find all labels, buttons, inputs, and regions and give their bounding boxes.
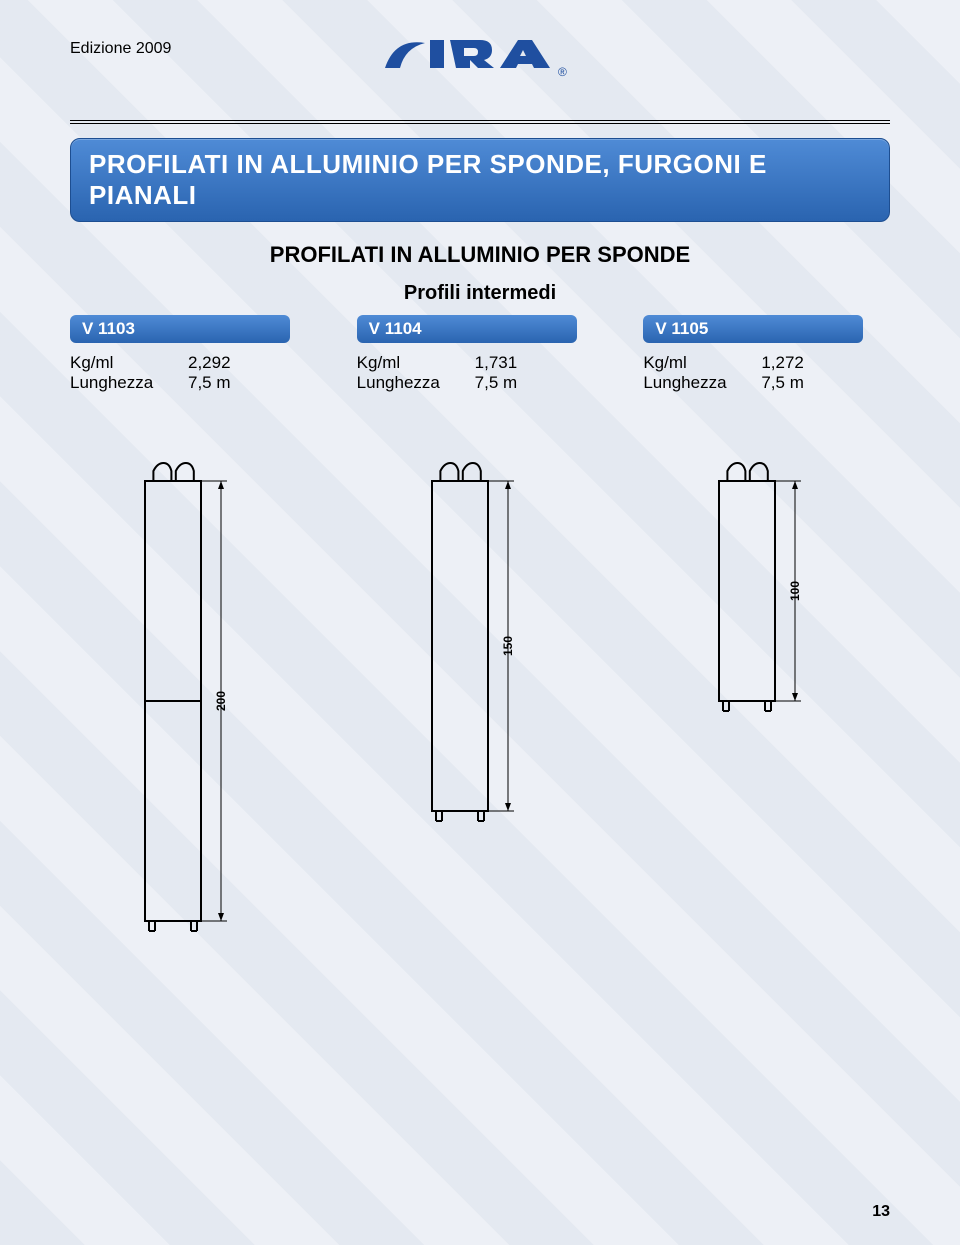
page-title-bar: PROFILATI IN ALLUMINIO PER SPONDE, FURGO… [70, 138, 890, 222]
profile-figures-row: 200 150 100 [70, 453, 890, 949]
kv-row: Lunghezza 7,5 m [70, 373, 317, 393]
kv-val: 2,292 [188, 353, 317, 373]
spec-col-2: V 1105 Kg/ml 1,272 Lunghezza 7,5 m [643, 315, 890, 393]
kv-key: Lunghezza [643, 373, 743, 393]
brand-logo: ® [380, 28, 580, 88]
kv-val: 7,5 m [475, 373, 604, 393]
kv-val: 1,272 [761, 353, 890, 373]
kv-val: 7,5 m [188, 373, 317, 393]
page-number: 13 [872, 1203, 890, 1221]
sira-logo-icon: ® [380, 28, 580, 88]
spec-col-0: V 1103 Kg/ml 2,292 Lunghezza 7,5 m [70, 315, 317, 393]
product-code-chip: V 1103 [70, 315, 290, 343]
svg-text:100: 100 [788, 581, 802, 601]
profile-figure-2: 100 [643, 453, 890, 729]
double-rule [70, 120, 890, 124]
kv-row: Kg/ml 1,731 [357, 353, 604, 373]
edition-label: Edizione 2009 [70, 40, 171, 64]
kv-key: Lunghezza [70, 373, 170, 393]
kv-key: Kg/ml [643, 353, 743, 373]
registered-mark: ® [558, 65, 567, 79]
section-title: Profili intermedi [70, 282, 890, 305]
profile-cross-section-icon: 200 [143, 453, 243, 949]
product-code-chip: V 1104 [357, 315, 577, 343]
profile-figure-0: 200 [70, 453, 317, 949]
profile-cross-section-icon: 100 [717, 453, 817, 729]
kv-row: Kg/ml 2,292 [70, 353, 317, 373]
kv-val: 7,5 m [761, 373, 890, 393]
product-code-chip: V 1105 [643, 315, 863, 343]
kv-key: Lunghezza [357, 373, 457, 393]
kv-row: Lunghezza 7,5 m [643, 373, 890, 393]
profile-cross-section-icon: 150 [430, 453, 530, 839]
spec-kv: Kg/ml 2,292 Lunghezza 7,5 m [70, 353, 317, 393]
catalog-page: Edizione 2009 ® PROFILATI IN ALLUMINIO P… [0, 0, 960, 1245]
profile-figure-1: 150 [357, 453, 604, 839]
spec-columns: V 1103 Kg/ml 2,292 Lunghezza 7,5 m V 110… [70, 315, 890, 393]
page-subtitle: PROFILATI IN ALLUMINIO PER SPONDE [70, 242, 890, 268]
kv-row: Lunghezza 7,5 m [357, 373, 604, 393]
kv-row: Kg/ml 1,272 [643, 353, 890, 373]
spec-col-1: V 1104 Kg/ml 1,731 Lunghezza 7,5 m [357, 315, 604, 393]
kv-key: Kg/ml [70, 353, 170, 373]
svg-text:150: 150 [501, 636, 515, 656]
kv-val: 1,731 [475, 353, 604, 373]
spec-kv: Kg/ml 1,272 Lunghezza 7,5 m [643, 353, 890, 393]
spec-kv: Kg/ml 1,731 Lunghezza 7,5 m [357, 353, 604, 393]
kv-key: Kg/ml [357, 353, 457, 373]
svg-text:200: 200 [214, 691, 228, 711]
